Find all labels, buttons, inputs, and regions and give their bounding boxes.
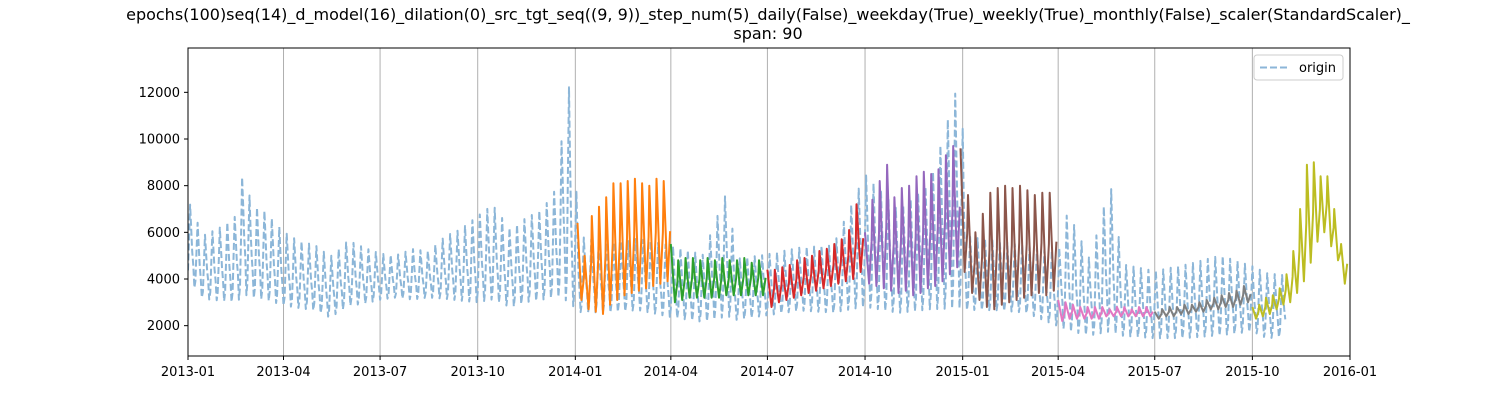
x-tick-label: 2014-04 xyxy=(644,365,698,380)
y-tick-label: 8000 xyxy=(147,179,180,194)
x-tick-label: 2014-10 xyxy=(838,365,892,380)
y-tick-label: 6000 xyxy=(147,226,180,241)
series-line-origin xyxy=(188,86,1287,340)
y-tick-label: 12000 xyxy=(139,86,180,101)
series-line-7 xyxy=(1153,285,1252,320)
x-tick-label: 2015-04 xyxy=(1031,365,1085,380)
legend-box xyxy=(1253,54,1344,81)
x-tick-label: 2013-01 xyxy=(161,365,215,380)
x-axis: 2013-01 2013-04 2013-07 2013-10 2014-01 2014-… xyxy=(161,356,1377,380)
y-tick-label: 4000 xyxy=(147,273,180,288)
legend-label-origin: origin xyxy=(1299,61,1336,76)
y-tick-label: 2000 xyxy=(147,319,180,334)
series-line-3 xyxy=(766,203,865,308)
series-line-5 xyxy=(959,148,1058,311)
series-line-8 xyxy=(1251,161,1349,320)
x-tick-label: 2013-04 xyxy=(256,365,310,380)
x-tick-label: 2014-01 xyxy=(548,365,602,380)
x-tick-label: 2014-07 xyxy=(740,365,794,380)
x-tick-label: 2016-01 xyxy=(1323,365,1377,380)
x-tick-label: 2015-10 xyxy=(1225,365,1279,380)
chart-subtitle: span: 90 xyxy=(733,24,802,43)
plot-frame xyxy=(187,47,1351,357)
series-line-4 xyxy=(864,145,961,297)
x-tick-label: 2015-01 xyxy=(936,365,990,380)
series-line-2 xyxy=(669,243,767,304)
x-tick-label: 2013-07 xyxy=(353,365,407,380)
x-tick-label: 2015-07 xyxy=(1128,365,1182,380)
series-line-1 xyxy=(576,177,672,315)
y-axis: 2000 4000 6000 8000 10000 12000 xyxy=(139,86,188,334)
chart-title: epochs(100)seq(14)_d_model(16)_dilation(… xyxy=(126,5,1411,25)
series-layer xyxy=(188,86,1349,340)
x-tick-label: 2013-10 xyxy=(451,365,505,380)
y-tick-label: 10000 xyxy=(139,133,180,148)
legend: origin xyxy=(1253,54,1344,81)
series-line-6 xyxy=(1057,299,1154,322)
